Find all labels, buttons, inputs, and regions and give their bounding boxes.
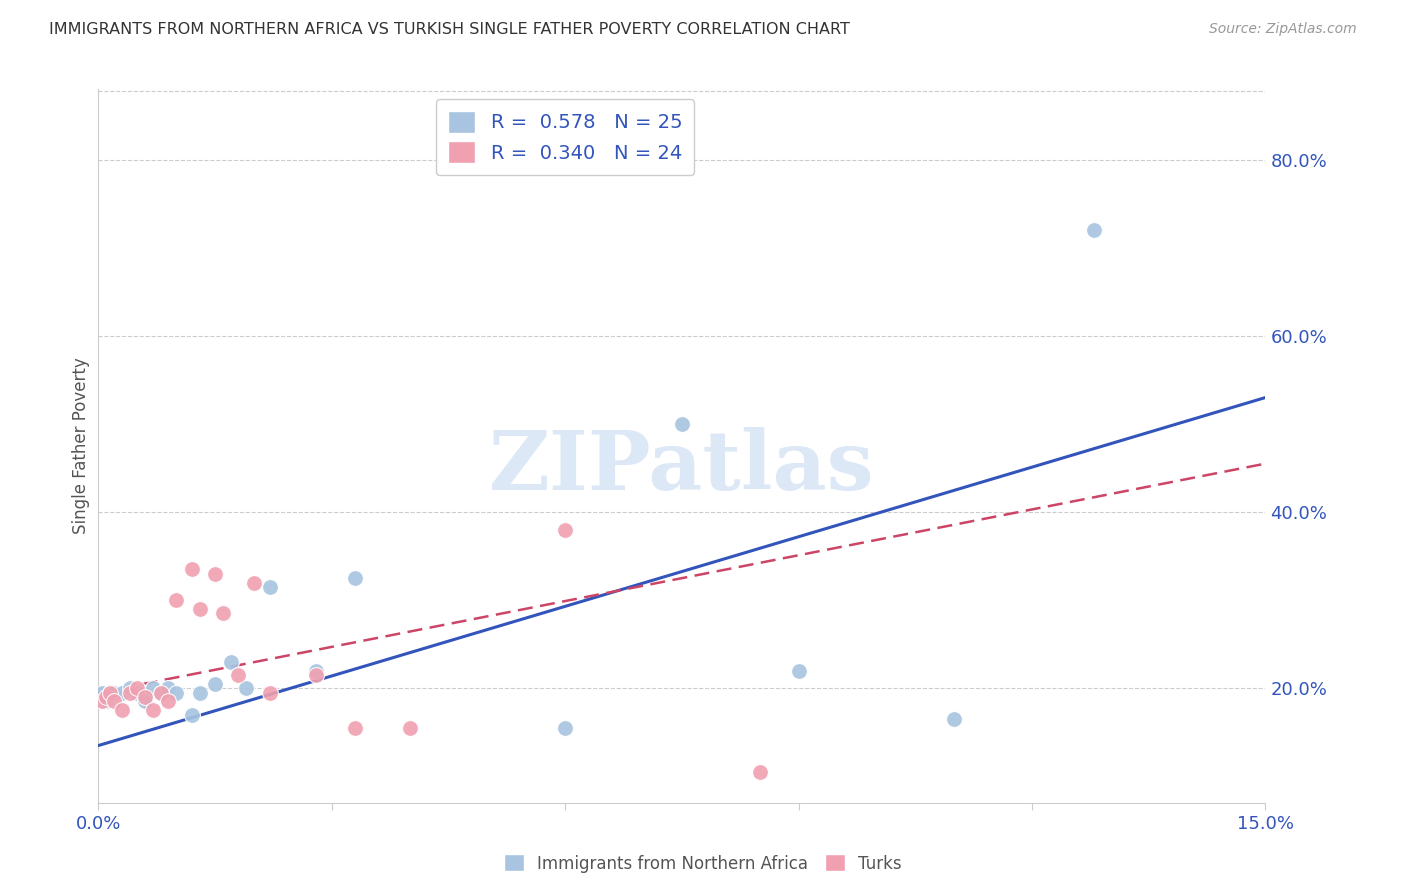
Point bbox=[157, 681, 180, 696]
Point bbox=[96, 690, 118, 704]
Point bbox=[96, 694, 118, 708]
Text: ZIPatlas: ZIPatlas bbox=[489, 427, 875, 508]
Point bbox=[554, 523, 576, 537]
Y-axis label: Single Father Poverty: Single Father Poverty bbox=[72, 358, 90, 534]
Point bbox=[1083, 223, 1105, 237]
Legend: Immigrants from Northern Africa, Turks: Immigrants from Northern Africa, Turks bbox=[498, 847, 908, 880]
Point bbox=[235, 681, 257, 696]
Point bbox=[671, 417, 693, 431]
Point bbox=[943, 712, 966, 726]
Point bbox=[134, 694, 156, 708]
Point bbox=[91, 686, 114, 700]
Point bbox=[118, 681, 141, 696]
Point bbox=[219, 655, 242, 669]
Point bbox=[212, 607, 235, 621]
Point bbox=[748, 764, 770, 779]
Point bbox=[165, 686, 187, 700]
Point bbox=[243, 575, 266, 590]
Point bbox=[157, 694, 180, 708]
Point bbox=[134, 690, 156, 704]
Point bbox=[204, 677, 226, 691]
Point bbox=[111, 686, 134, 700]
Point bbox=[127, 686, 149, 700]
Point bbox=[344, 721, 367, 735]
Point bbox=[344, 571, 367, 585]
Point bbox=[554, 721, 576, 735]
Point bbox=[111, 703, 134, 717]
Point bbox=[91, 694, 114, 708]
Point bbox=[127, 681, 149, 696]
Point bbox=[180, 707, 202, 722]
Point bbox=[180, 562, 202, 576]
Point bbox=[305, 664, 328, 678]
Point bbox=[103, 694, 125, 708]
Point bbox=[259, 686, 281, 700]
Point bbox=[228, 668, 250, 682]
Point bbox=[142, 681, 165, 696]
Point bbox=[188, 602, 211, 616]
Text: Source: ZipAtlas.com: Source: ZipAtlas.com bbox=[1209, 22, 1357, 37]
Point bbox=[204, 566, 226, 581]
Point bbox=[142, 703, 165, 717]
Point bbox=[149, 686, 172, 700]
Point bbox=[149, 686, 172, 700]
Point bbox=[118, 686, 141, 700]
Point bbox=[98, 686, 121, 700]
Point bbox=[787, 664, 810, 678]
Legend: R =  0.578   N = 25, R =  0.340   N = 24: R = 0.578 N = 25, R = 0.340 N = 24 bbox=[436, 99, 695, 175]
Point bbox=[98, 686, 121, 700]
Text: IMMIGRANTS FROM NORTHERN AFRICA VS TURKISH SINGLE FATHER POVERTY CORRELATION CHA: IMMIGRANTS FROM NORTHERN AFRICA VS TURKI… bbox=[49, 22, 851, 37]
Point bbox=[398, 721, 420, 735]
Point bbox=[259, 580, 281, 594]
Point bbox=[103, 686, 125, 700]
Point bbox=[165, 593, 187, 607]
Point bbox=[188, 686, 211, 700]
Point bbox=[305, 668, 328, 682]
